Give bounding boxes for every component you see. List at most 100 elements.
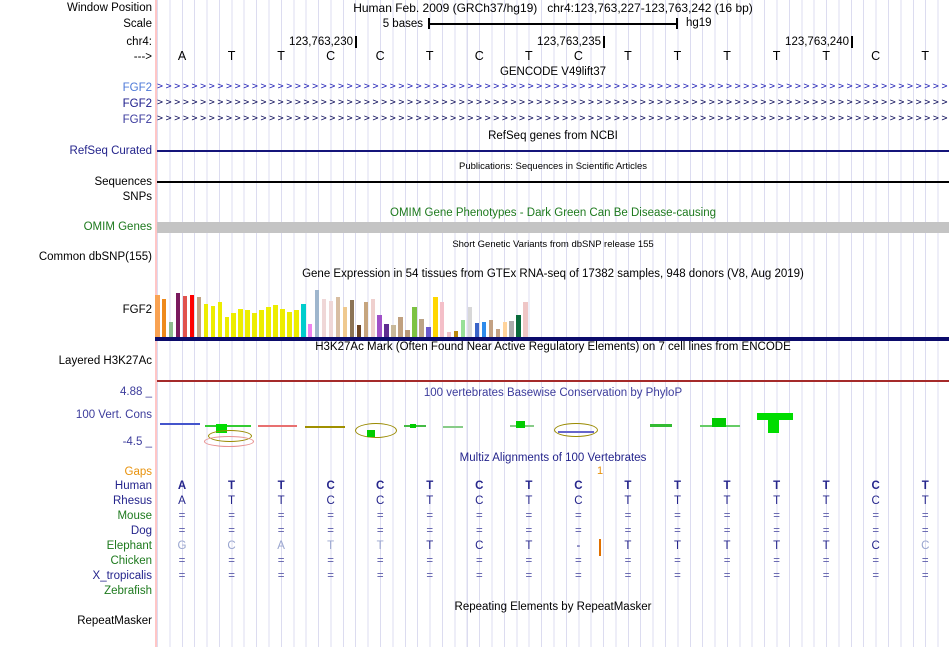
multiz-species-label[interactable]: Zebrafish	[104, 585, 152, 597]
phylop-track-label[interactable]: 100 Vert. Cons	[75, 409, 152, 421]
gtex-tissue-bar[interactable]	[196, 297, 202, 337]
multiz-base-cell: =	[624, 510, 632, 522]
repeatmasker-track-title: Repeating Elements by RepeatMasker	[454, 601, 652, 613]
snps-label[interactable]: SNPs	[122, 191, 152, 203]
gtex-tissue-bar[interactable]	[412, 307, 417, 337]
coordinate-tick-label: 123,763,230	[289, 36, 353, 48]
gtex-tissue-bar[interactable]	[474, 323, 480, 337]
gtex-tissue-bar[interactable]	[189, 295, 195, 337]
gtex-tissue-bar[interactable]	[398, 317, 403, 337]
gtex-tissue-bar[interactable]	[377, 315, 382, 337]
gtex-tissue-bar[interactable]	[460, 320, 466, 337]
gtex-tissue-bar[interactable]	[203, 304, 209, 337]
gtex-tissue-bar[interactable]	[426, 327, 431, 337]
sequence-base: T	[673, 49, 682, 63]
gencode-gene-label[interactable]: FGF2	[122, 82, 152, 94]
h3k27ac-signal-line[interactable]	[157, 380, 949, 382]
gtex-tissue-bar[interactable]	[280, 309, 285, 337]
omim-genes-label[interactable]: OMIM Genes	[83, 221, 152, 233]
gtex-tissue-bar[interactable]	[446, 332, 452, 337]
gtex-tissue-bar[interactable]	[224, 317, 229, 337]
gtex-tissue-bar[interactable]	[321, 299, 327, 337]
gtex-tissue-bar[interactable]	[217, 302, 223, 337]
gtex-tissue-bar[interactable]	[259, 310, 264, 337]
gencode-transcript-arrows[interactable]: >>>>>>>>>>>>>>>>>>>>>>>>>>>>>>>>>>>>>>>>…	[157, 114, 949, 124]
gencode-transcript-arrows[interactable]: >>>>>>>>>>>>>>>>>>>>>>>>>>>>>>>>>>>>>>>>…	[157, 98, 949, 108]
multiz-base-cell: =	[674, 555, 681, 567]
refseq-gene-line[interactable]	[157, 150, 949, 152]
gtex-tissue-bar[interactable]	[481, 322, 487, 337]
multiz-base-cell: T	[673, 540, 682, 552]
multiz-species-label[interactable]: Rhesus	[113, 495, 152, 507]
sequences-feature-line[interactable]	[157, 181, 949, 183]
sequences-label[interactable]: Sequences	[94, 176, 152, 188]
gtex-tissue-bar[interactable]	[301, 304, 306, 337]
gtex-tissue-bar[interactable]	[467, 307, 473, 337]
gtex-tissue-bar[interactable]	[335, 297, 341, 337]
gtex-tissue-bar[interactable]	[516, 315, 521, 337]
multiz-gaps-label[interactable]: Gaps	[124, 466, 153, 478]
multiz-base-cell: =	[773, 555, 780, 567]
gtex-tissue-bar[interactable]	[405, 330, 410, 337]
gtex-tissue-bar[interactable]	[433, 297, 438, 337]
gtex-tissue-bar[interactable]	[252, 313, 257, 337]
multiz-base-cell: C	[475, 540, 484, 552]
gtex-tissue-bar[interactable]	[328, 301, 334, 337]
multiz-species-label[interactable]: Elephant	[106, 540, 152, 552]
gtex-tissue-bar[interactable]	[294, 310, 299, 337]
gtex-tissue-bar[interactable]	[287, 312, 292, 337]
gtex-tissue-bar[interactable]	[349, 300, 355, 337]
gtex-tissue-bar[interactable]	[161, 299, 167, 337]
multiz-base-cell: C	[376, 480, 385, 492]
gtex-tissue-bar[interactable]	[314, 290, 320, 337]
gtex-tissue-bar[interactable]	[238, 309, 243, 337]
gtex-tissue-bar[interactable]	[210, 306, 216, 337]
gtex-tissue-bar[interactable]	[155, 295, 160, 337]
gtex-tissue-bar[interactable]	[175, 293, 181, 337]
gtex-tissue-bar[interactable]	[384, 324, 389, 337]
gtex-baseline[interactable]	[155, 337, 949, 341]
gtex-tissue-bar[interactable]	[342, 307, 348, 337]
gtex-tissue-bar[interactable]	[495, 329, 501, 337]
gencode-gene-label[interactable]: FGF2	[122, 114, 152, 126]
gtex-tissue-bar[interactable]	[182, 296, 188, 337]
gtex-tissue-bar[interactable]	[419, 319, 424, 337]
gtex-tissue-bar[interactable]	[502, 322, 507, 337]
gencode-transcript-arrows[interactable]: >>>>>>>>>>>>>>>>>>>>>>>>>>>>>>>>>>>>>>>>…	[157, 82, 949, 92]
gtex-tissue-bar[interactable]	[370, 299, 375, 337]
gtex-gene-label[interactable]: FGF2	[122, 304, 152, 316]
gtex-tissue-bar[interactable]	[245, 310, 250, 337]
multiz-base-cell: G	[177, 540, 187, 552]
refseq-curated-label[interactable]: RefSeq Curated	[69, 145, 152, 157]
multiz-base-cell: T	[723, 480, 731, 492]
sequence-base: T	[525, 49, 533, 63]
omim-gene-bar[interactable]	[157, 222, 949, 233]
sequence-base: C	[871, 49, 881, 63]
multiz-species-label[interactable]: Mouse	[117, 510, 152, 522]
gtex-tissue-bar[interactable]	[523, 302, 528, 337]
multiz-base-cell: C	[475, 495, 484, 507]
gtex-tissue-bar[interactable]	[266, 307, 271, 337]
layered-h3k27ac-label[interactable]: Layered H3K27Ac	[58, 355, 152, 367]
gtex-tissue-bar[interactable]	[231, 313, 236, 337]
common-dbsnp-label[interactable]: Common dbSNP(155)	[38, 251, 152, 263]
gtex-tissue-bar[interactable]	[391, 325, 396, 337]
gtex-tissue-bar[interactable]	[488, 320, 494, 337]
gtex-tissue-bar[interactable]	[168, 322, 174, 337]
multiz-species-label[interactable]: Human	[114, 480, 152, 492]
sequence-base: T	[227, 49, 236, 63]
multiz-species-label[interactable]: Dog	[130, 525, 152, 537]
multiz-species-label[interactable]: X_tropicalis	[92, 570, 152, 582]
gtex-tissue-bar[interactable]	[439, 302, 445, 337]
gencode-gene-label[interactable]: FGF2	[122, 98, 152, 110]
gtex-tissue-bar[interactable]	[307, 324, 313, 337]
gtex-tissue-bar[interactable]	[273, 305, 278, 337]
sequence-base: T	[425, 49, 434, 63]
multiz-species-label[interactable]: Chicken	[110, 555, 152, 567]
gtex-tissue-bar[interactable]	[356, 325, 362, 337]
repeatmasker-label[interactable]: RepeatMasker	[77, 615, 152, 627]
multiz-base-cell: =	[525, 555, 533, 567]
gtex-tissue-bar[interactable]	[363, 302, 368, 337]
gtex-tissue-bar[interactable]	[509, 321, 514, 337]
gtex-tissue-bar[interactable]	[453, 331, 459, 337]
